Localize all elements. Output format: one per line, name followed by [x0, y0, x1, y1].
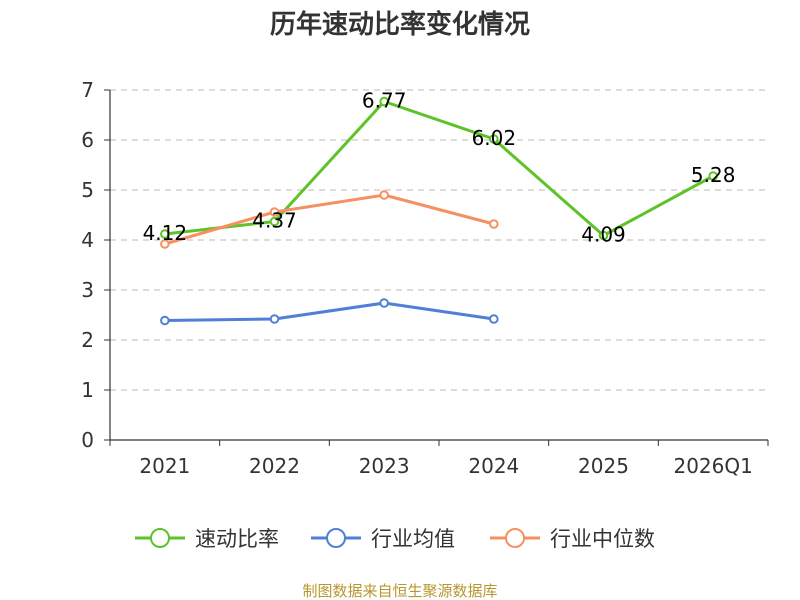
legend-swatch-marker — [326, 528, 346, 548]
series-0-point[interactable] — [379, 96, 389, 107]
x-tick-label: 2026Q1 — [673, 454, 752, 478]
series-0-line — [164, 100, 714, 237]
x-tick-label: 2025 — [578, 454, 629, 478]
series-0-point[interactable] — [598, 230, 609, 241]
series-1-point[interactable] — [269, 314, 280, 324]
series-2-line — [164, 193, 495, 246]
legend-item-0[interactable]: 速动比率 — [135, 527, 279, 551]
y-tick-label: 2 — [81, 328, 94, 352]
data-label: 4.09 — [581, 223, 626, 247]
data-label: 4.12 — [143, 221, 188, 245]
x-tick-label: 2023 — [359, 454, 410, 478]
data-labels: 4.12 4.37 6.77 6.02 4.09 5.28 — [143, 89, 736, 247]
y-tick-label: 0 — [81, 428, 94, 452]
legend-label: 行业均值 — [371, 527, 455, 551]
series-1-line — [164, 301, 495, 322]
y-tick-label: 4 — [81, 228, 94, 252]
series-0-point[interactable] — [269, 216, 280, 227]
series-layer — [160, 96, 718, 326]
legend-label: 行业中位数 — [550, 527, 655, 551]
series-0-point[interactable] — [489, 134, 499, 144]
y-tick-label: 6 — [81, 128, 94, 152]
data-label: 6.77 — [362, 89, 407, 113]
data-label: 5.28 — [691, 163, 736, 187]
series-2-point[interactable] — [489, 219, 499, 229]
series-2-point[interactable] — [160, 239, 170, 249]
y-tick-label: 7 — [81, 78, 94, 102]
data-label: 6.02 — [472, 126, 517, 150]
grid — [110, 89, 768, 391]
x-tick-label: 2021 — [139, 454, 190, 478]
axes: 0 1 2 3 4 5 6 7 2021 2022 2023 2024 2025 2026Q1 — [81, 78, 769, 478]
data-label: 4.37 — [252, 209, 297, 233]
legend-swatch-marker — [150, 528, 170, 548]
series-0-point[interactable] — [160, 229, 170, 239]
legend-item-1[interactable]: 行业均值 — [311, 527, 455, 551]
legend-label: 速动比率 — [195, 527, 279, 551]
series-0-point[interactable] — [708, 171, 718, 181]
source-note: 制图数据来自恒生聚源数据库 — [302, 582, 497, 600]
x-tick-label: 2022 — [249, 454, 300, 478]
y-tick-label: 1 — [81, 378, 94, 402]
series-1-point[interactable] — [379, 298, 389, 308]
x-tick-label: 2024 — [468, 454, 519, 478]
series-1-point[interactable] — [489, 314, 499, 324]
legend-item-2[interactable]: 行业中位数 — [490, 527, 655, 551]
legend-swatch-marker — [505, 528, 525, 548]
legend[interactable]: 速动比率 行业均值 行业中位数 — [135, 527, 655, 551]
y-tick-label: 5 — [81, 178, 94, 202]
chart-title: 历年速动比率变化情况 — [270, 9, 530, 40]
y-tick-label: 3 — [81, 278, 94, 302]
series-2-point[interactable] — [269, 207, 280, 217]
series-1-point[interactable] — [160, 315, 170, 326]
series-2-point[interactable] — [379, 190, 389, 200]
